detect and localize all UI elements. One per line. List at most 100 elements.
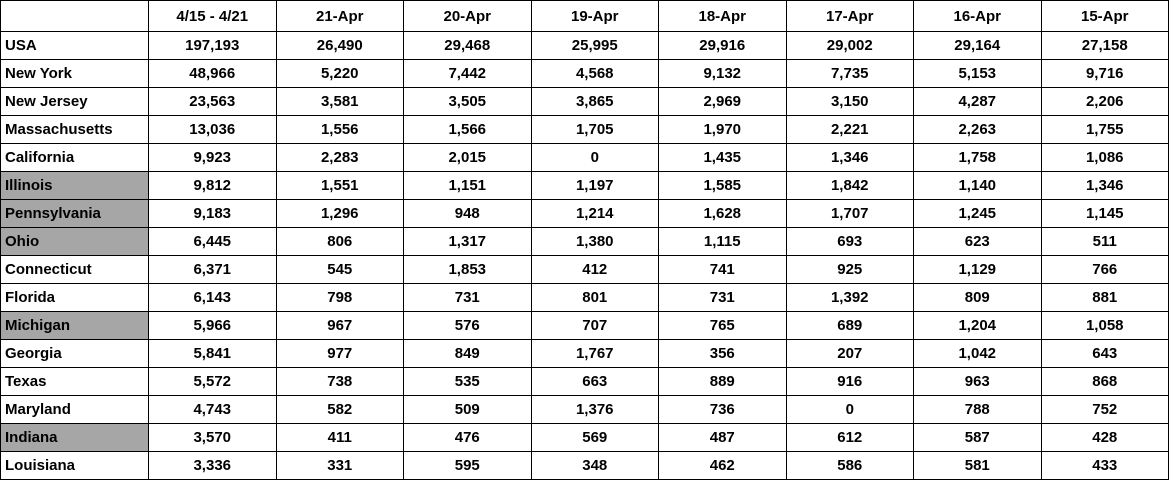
row-label: Texas (0, 367, 149, 396)
cell: 1,296 (275, 199, 404, 228)
cell: 487 (658, 423, 787, 452)
row-label: Indiana (0, 423, 149, 452)
cell: 9,923 (148, 143, 277, 172)
cell: 0 (530, 143, 659, 172)
cell: 9,812 (148, 171, 277, 200)
cell: 4,743 (148, 395, 277, 424)
row-label: Pennsylvania (0, 199, 149, 228)
table-row: Maryland 4,743 582 509 1,376 736 0 788 752 (0, 395, 1169, 424)
table-row: Pennsylvania 9,183 1,296 948 1,214 1,628 1,707… (0, 199, 1169, 228)
cell: 809 (913, 283, 1042, 312)
column-header: 4/15 - 4/21 (148, 0, 277, 32)
cell: 2,263 (913, 115, 1042, 144)
cell: 1,086 (1040, 143, 1169, 172)
cell: 29,468 (403, 31, 532, 60)
cell: 741 (658, 255, 787, 284)
cell: 9,132 (658, 59, 787, 88)
cell: 4,568 (530, 59, 659, 88)
cell: 6,445 (148, 227, 277, 256)
cell: 5,841 (148, 339, 277, 368)
cell: 509 (403, 395, 532, 424)
row-label: Massachusetts (0, 115, 149, 144)
table-row: Texas 5,572 738 535 663 889 916 963 868 (0, 367, 1169, 396)
table-row: USA 197,193 26,490 29,468 25,995 29,916 29,002… (0, 31, 1169, 60)
cell: 963 (913, 367, 1042, 396)
column-header: 21-Apr (275, 0, 404, 32)
cell: 1,435 (658, 143, 787, 172)
cell: 5,220 (275, 59, 404, 88)
cell: 23,563 (148, 87, 277, 116)
cell: 576 (403, 311, 532, 340)
cell: 0 (785, 395, 914, 424)
corner-cell (0, 0, 149, 32)
cell: 1,317 (403, 227, 532, 256)
cell: 1,551 (275, 171, 404, 200)
cell: 731 (403, 283, 532, 312)
row-label: New York (0, 59, 149, 88)
cell: 1,058 (1040, 311, 1169, 340)
cell: 1,204 (913, 311, 1042, 340)
cell: 2,206 (1040, 87, 1169, 116)
cell: 5,572 (148, 367, 277, 396)
cell: 623 (913, 227, 1042, 256)
table-row: Indiana 3,570 411 476 569 487 612 587 428 (0, 423, 1169, 452)
row-label: USA (0, 31, 149, 60)
cell: 663 (530, 367, 659, 396)
cell: 433 (1040, 451, 1169, 480)
cell: 9,183 (148, 199, 277, 228)
cell: 916 (785, 367, 914, 396)
table-row: New Jersey 23,563 3,581 3,505 3,865 2,969 3,15… (0, 87, 1169, 116)
cell: 3,336 (148, 451, 277, 480)
row-label: California (0, 143, 149, 172)
cell: 545 (275, 255, 404, 284)
cell: 207 (785, 339, 914, 368)
cell: 1,115 (658, 227, 787, 256)
cell: 1,380 (530, 227, 659, 256)
cell: 1,245 (913, 199, 1042, 228)
cell: 428 (1040, 423, 1169, 452)
cell: 849 (403, 339, 532, 368)
cell: 6,143 (148, 283, 277, 312)
cell: 1,842 (785, 171, 914, 200)
cell: 4,287 (913, 87, 1042, 116)
header-row: 4/15 - 4/21 21-Apr 20-Apr 19-Apr 18-Apr 17-Ap… (0, 0, 1169, 32)
cell: 3,505 (403, 87, 532, 116)
cell: 1,628 (658, 199, 787, 228)
cell: 752 (1040, 395, 1169, 424)
cell: 3,581 (275, 87, 404, 116)
cell: 766 (1040, 255, 1169, 284)
table-row: California 9,923 2,283 2,015 0 1,435 1,346 1,75… (0, 143, 1169, 172)
cell: 693 (785, 227, 914, 256)
cell: 1,853 (403, 255, 532, 284)
cell: 1,376 (530, 395, 659, 424)
table-row: Connecticut 6,371 545 1,853 412 741 925 1,129 76… (0, 255, 1169, 284)
cell: 765 (658, 311, 787, 340)
cell: 1,767 (530, 339, 659, 368)
cell: 595 (403, 451, 532, 480)
cell: 868 (1040, 367, 1169, 396)
cell: 27,158 (1040, 31, 1169, 60)
table-row: Ohio 6,445 806 1,317 1,380 1,115 693 623 511 (0, 227, 1169, 256)
cell: 5,966 (148, 311, 277, 340)
cell: 1,566 (403, 115, 532, 144)
row-label: Connecticut (0, 255, 149, 284)
row-label: Michigan (0, 311, 149, 340)
cell: 13,036 (148, 115, 277, 144)
cell: 5,153 (913, 59, 1042, 88)
cell: 1,392 (785, 283, 914, 312)
cell: 356 (658, 339, 787, 368)
cell: 881 (1040, 283, 1169, 312)
table-row: Massachusetts 13,036 1,556 1,566 1,705 1,970 2… (0, 115, 1169, 144)
cell: 798 (275, 283, 404, 312)
cell: 29,002 (785, 31, 914, 60)
cell: 569 (530, 423, 659, 452)
cell: 2,969 (658, 87, 787, 116)
cell: 1,197 (530, 171, 659, 200)
cell: 1,145 (1040, 199, 1169, 228)
cell: 612 (785, 423, 914, 452)
cell: 587 (913, 423, 1042, 452)
cell: 25,995 (530, 31, 659, 60)
cell: 1,140 (913, 171, 1042, 200)
row-label: Louisiana (0, 451, 149, 480)
table-row: Michigan 5,966 967 576 707 765 689 1,204 1,058 (0, 311, 1169, 340)
